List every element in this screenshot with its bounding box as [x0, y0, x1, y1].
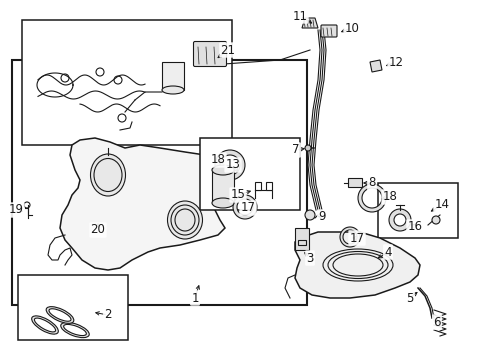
Polygon shape — [369, 60, 381, 72]
Text: 7: 7 — [292, 144, 299, 157]
Text: 12: 12 — [387, 55, 403, 68]
Text: 17: 17 — [240, 202, 255, 215]
Polygon shape — [302, 18, 317, 28]
Text: 9: 9 — [318, 211, 325, 224]
Circle shape — [431, 216, 439, 224]
Text: 4: 4 — [384, 246, 391, 258]
Ellipse shape — [49, 309, 71, 321]
Bar — [347, 178, 361, 187]
Bar — [22, 20, 231, 145]
Text: 1: 1 — [191, 292, 198, 305]
Text: 19: 19 — [8, 203, 23, 216]
Bar — [297, 240, 305, 245]
Bar — [377, 183, 457, 238]
Bar — [254, 182, 261, 190]
Bar — [294, 228, 308, 250]
Bar — [12, 60, 306, 305]
Text: 18: 18 — [382, 190, 397, 203]
Bar — [162, 62, 183, 90]
Ellipse shape — [32, 316, 58, 334]
Text: 17: 17 — [349, 231, 364, 244]
Bar — [265, 182, 271, 190]
FancyBboxPatch shape — [193, 41, 226, 67]
Ellipse shape — [212, 165, 234, 175]
Text: 16: 16 — [407, 220, 422, 234]
Circle shape — [393, 214, 405, 226]
Text: 14: 14 — [434, 198, 448, 211]
Ellipse shape — [162, 86, 183, 94]
FancyBboxPatch shape — [320, 25, 336, 37]
Bar — [200, 138, 299, 210]
Text: 8: 8 — [367, 176, 375, 189]
Ellipse shape — [46, 307, 74, 323]
Polygon shape — [60, 138, 249, 270]
Text: 6: 6 — [432, 315, 440, 328]
Text: 5: 5 — [406, 292, 413, 305]
Text: 20: 20 — [90, 224, 105, 237]
Polygon shape — [294, 232, 419, 298]
Circle shape — [388, 209, 410, 231]
Text: 3: 3 — [305, 252, 313, 265]
Text: 11: 11 — [292, 9, 307, 22]
Ellipse shape — [90, 154, 125, 196]
Text: 10: 10 — [344, 22, 359, 35]
Circle shape — [305, 210, 314, 220]
Circle shape — [305, 145, 310, 151]
Text: 13: 13 — [225, 158, 240, 171]
Ellipse shape — [212, 198, 234, 208]
Text: 2: 2 — [104, 309, 112, 321]
Bar — [212, 168, 234, 203]
Bar — [18, 275, 128, 340]
Ellipse shape — [167, 201, 202, 239]
Text: 18: 18 — [210, 153, 225, 166]
Text: 21: 21 — [220, 44, 235, 57]
Ellipse shape — [34, 318, 56, 332]
Ellipse shape — [61, 322, 89, 338]
Ellipse shape — [63, 324, 86, 336]
Text: 15: 15 — [230, 189, 245, 202]
